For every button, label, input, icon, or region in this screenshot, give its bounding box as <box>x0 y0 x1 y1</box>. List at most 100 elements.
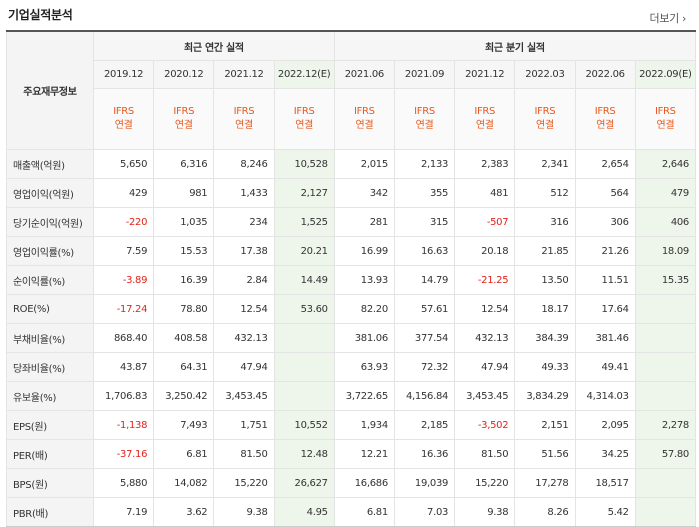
more-link[interactable]: 더보기 › <box>650 10 689 26</box>
table-cell: 3,453.45 <box>454 381 516 411</box>
table-cell: -220 <box>92 207 155 237</box>
table-cell: 981 <box>153 178 215 208</box>
table-cell: 13.50 <box>514 265 576 295</box>
period-header: 2020.12 <box>153 60 215 89</box>
table-cell: 1,751 <box>213 410 275 440</box>
table-cell: 64.31 <box>153 352 215 382</box>
table-cell: 6.81 <box>153 439 215 469</box>
table-cell: 432.13 <box>454 323 516 353</box>
table-cell: 16,686 <box>333 468 395 498</box>
consolidated-label: 연결 <box>536 120 554 131</box>
ifrs-basis-header: IFRS 연결 <box>574 88 636 150</box>
table-cell: 429 <box>92 178 155 208</box>
table-cell: 342 <box>333 178 395 208</box>
table-cell: 3,722.65 <box>333 381 395 411</box>
table-cell: 6.81 <box>333 497 395 527</box>
table-row: 유보율(%) 1,706.83 3,250.42 3,453.45 3,722.65 4,… <box>6 381 697 411</box>
table-cell: 12.48 <box>273 439 335 469</box>
ifrs-label: IFRS <box>414 106 435 117</box>
table-cell: 1,706.83 <box>92 381 155 411</box>
period-header: 2021.12 <box>213 60 275 89</box>
table-cell: 5.42 <box>574 497 636 527</box>
consolidated-label: 연결 <box>475 120 494 131</box>
table-cell: 2,646 <box>634 149 697 179</box>
table-cell: 18,517 <box>574 468 636 498</box>
table-cell: 49.33 <box>514 352 576 382</box>
table-cell: 2,654 <box>574 149 636 179</box>
table-cell: 8.26 <box>514 497 576 527</box>
table-cell: 1,433 <box>213 178 275 208</box>
table-row: BPS(원) 5,880 14,082 15,220 26,627 16,686 19,03… <box>6 468 697 498</box>
table-cell: 20.18 <box>454 236 516 266</box>
table-cell: 26,627 <box>273 468 335 498</box>
ifrs-basis-header: IFRS 연결 <box>273 88 335 150</box>
ifrs-label: IFRS <box>233 106 255 117</box>
table-cell: 381.46 <box>574 323 636 353</box>
ifrs-label: IFRS <box>594 106 616 117</box>
table-row: PBR(배) 7.19 3.62 9.38 4.95 6.81 7.03 9.38 8.26 5.… <box>6 497 697 527</box>
table-cell: 7.03 <box>393 497 456 527</box>
period-header: 2021.06 <box>333 60 395 89</box>
table-row: 순이익률(%) -3.89 16.39 2.84 14.49 13.93 14.79 -21.… <box>6 265 697 295</box>
table-cell: 3,453.45 <box>213 381 275 411</box>
table-cell: 12.21 <box>333 439 395 469</box>
table-row: EPS(원) -1,138 7,493 1,751 10,552 1,934 2,185 -3… <box>6 410 697 440</box>
table-cell: -3,502 <box>454 410 516 440</box>
table-cell: 564 <box>574 178 636 208</box>
period-header: 2022.09(E) <box>634 60 697 89</box>
table-cell: 16.63 <box>393 236 456 266</box>
table-cell <box>634 294 697 324</box>
ifrs-basis-header: IFRS 연결 <box>213 88 275 150</box>
table-cell: 14,082 <box>153 468 215 498</box>
consolidated-label: 연결 <box>295 120 314 131</box>
ifrs-label: IFRS <box>293 106 315 117</box>
table-cell: 2,278 <box>634 410 697 440</box>
consolidated-label: 연결 <box>415 120 434 131</box>
table-cell: 16.36 <box>393 439 456 469</box>
table-cell: 15.35 <box>634 265 697 295</box>
table-cell: 2,127 <box>273 178 335 208</box>
period-header: 2021.12 <box>454 60 516 89</box>
table-cell: 16.99 <box>333 236 395 266</box>
table-cell: 355 <box>393 178 456 208</box>
group-quarterly: 최근 분기 실적 <box>333 30 697 61</box>
section-title: 기업실적분석 <box>8 8 73 22</box>
ifrs-basis-header: IFRS 연결 <box>393 88 456 150</box>
table-cell: 2,133 <box>393 149 456 179</box>
table-cell: 49.41 <box>574 352 636 382</box>
table-cell: 406 <box>634 207 697 237</box>
table-cell: 432.13 <box>213 323 275 353</box>
table-cell: 43.87 <box>92 352 155 382</box>
table-cell: 12.54 <box>454 294 516 324</box>
table-cell: 4,156.84 <box>393 381 456 411</box>
row-label: 영업이익률(%) <box>6 236 94 266</box>
row-label: 영업이익(억원) <box>6 178 94 208</box>
consolidated-label: 연결 <box>235 120 253 131</box>
table-cell: 7.59 <box>92 236 155 266</box>
table-cell: -507 <box>454 207 516 237</box>
row-label: 순이익률(%) <box>6 265 94 295</box>
row-label: 당기순이익(억원) <box>6 207 94 237</box>
table-cell: 81.50 <box>454 439 516 469</box>
table-cell: 10,552 <box>273 410 335 440</box>
table-cell: 34.25 <box>574 439 636 469</box>
table-cell <box>634 468 697 498</box>
ifrs-basis-header: IFRS 연결 <box>514 88 576 150</box>
period-header: 2019.12 <box>92 60 155 89</box>
table-cell: 14.49 <box>273 265 335 295</box>
table-cell: 57.80 <box>634 439 697 469</box>
table-row: 영업이익률(%) 7.59 15.53 17.38 20.21 16.99 16.63 20.… <box>6 236 697 266</box>
table-cell: 63.93 <box>333 352 395 382</box>
table-cell: 512 <box>514 178 576 208</box>
table-cell: 12.54 <box>213 294 275 324</box>
table-cell <box>634 352 697 382</box>
table-cell: 21.26 <box>574 236 636 266</box>
table-cell: 19,039 <box>393 468 456 498</box>
table-cell <box>634 381 697 411</box>
row-label: ROE(%) <box>6 294 94 324</box>
table-cell: 81.50 <box>213 439 275 469</box>
period-header: 2021.09 <box>393 60 456 89</box>
table-cell: 2,185 <box>393 410 456 440</box>
row-label: PER(배) <box>6 439 94 469</box>
table-cell: 4.95 <box>273 497 335 527</box>
